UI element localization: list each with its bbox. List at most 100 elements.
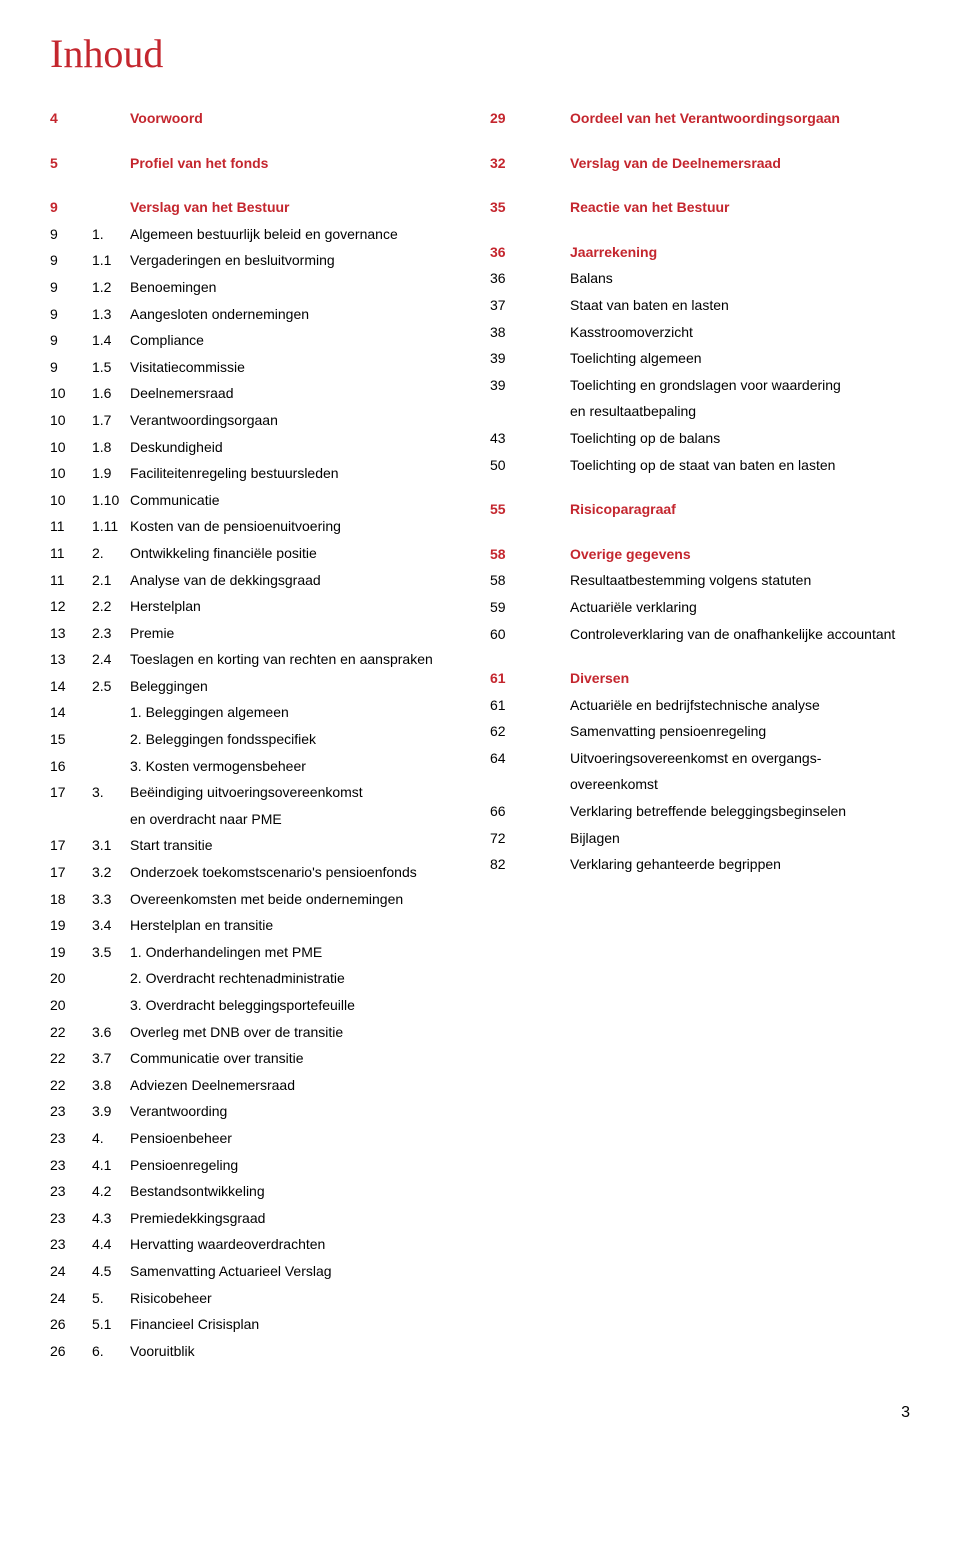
toc-row: 163. Kosten vermogensbeheer	[50, 753, 470, 780]
toc-row: 101.7Verantwoordingsorgaan	[50, 407, 470, 434]
toc-row: 101.8Deskundigheid	[50, 434, 470, 461]
toc-spacer	[490, 523, 910, 541]
toc-label: Risicobeheer	[130, 1285, 470, 1312]
toc-row: 223.7Communicatie over transitie	[50, 1045, 470, 1072]
toc-number: 1.1	[92, 247, 130, 274]
toc-label: Compliance	[130, 327, 470, 354]
toc-label: Faciliteitenregeling bestuursleden	[130, 460, 470, 487]
toc-label: 1. Beleggingen algemeen	[130, 699, 470, 726]
toc-page: 15	[50, 726, 92, 753]
toc-row: 202. Overdracht rechtenadministratie	[50, 965, 470, 992]
toc-label: Profiel van het fonds	[130, 150, 470, 177]
toc-number: 1.4	[92, 327, 130, 354]
toc-number: 3.4	[92, 912, 130, 939]
toc-row: 29Oordeel van het Verantwoordingsorgaan	[490, 105, 910, 132]
toc-label: Aangesloten ondernemingen	[130, 301, 470, 328]
toc-page: 61	[490, 692, 532, 719]
toc-row: 36 Jaarrekening	[490, 239, 910, 266]
toc-label: Beleggingen	[130, 673, 470, 700]
toc-page: 36	[490, 239, 532, 266]
toc-page: 18	[50, 886, 92, 913]
toc-label: Diversen	[570, 665, 910, 692]
toc-page: 23	[50, 1178, 92, 1205]
toc-page: 64	[490, 745, 532, 772]
toc-label: 3. Overdracht beleggingsportefeuille	[130, 992, 470, 1019]
toc-row: 173.1Start transitie	[50, 832, 470, 859]
toc-page: 29	[490, 105, 532, 132]
toc-row: 50Toelichting op de staat van baten en l…	[490, 452, 910, 479]
toc-row: 266.Vooruitblik	[50, 1338, 470, 1365]
toc-label: Deelnemersraad	[130, 380, 470, 407]
toc-label: Actuariële verklaring	[570, 594, 910, 621]
toc-row: 265.1Financieel Crisisplan	[50, 1311, 470, 1338]
toc-row: 142.5Beleggingen	[50, 673, 470, 700]
toc-row: 193.4Herstelplan en transitie	[50, 912, 470, 939]
toc-label: Algemeen bestuurlijk beleid en governanc…	[130, 221, 470, 248]
toc-row: 91.3Aangesloten ondernemingen	[50, 301, 470, 328]
toc-row: 62Samenvatting pensioenregeling	[490, 718, 910, 745]
toc-row: 183.3Overeenkomsten met beide ondernemin…	[50, 886, 470, 913]
toc-spacer	[490, 132, 910, 150]
toc-label: Herstelplan	[130, 593, 470, 620]
toc-label: overeenkomst	[570, 771, 910, 798]
toc-number: 3.6	[92, 1019, 130, 1046]
toc-label: 2. Beleggingen fondsspecifiek	[130, 726, 470, 753]
toc-label: Verklaring betreffende beleggingsbeginse…	[570, 798, 910, 825]
toc-label: 3. Kosten vermogensbeheer	[130, 753, 470, 780]
toc-page: 12	[50, 593, 92, 620]
toc-number: 4.1	[92, 1152, 130, 1179]
toc-row: 173.Beëindiging uitvoeringsovereenkomst	[50, 779, 470, 806]
toc-page: 36	[490, 265, 532, 292]
toc-row: 91.1Vergaderingen en besluitvorming	[50, 247, 470, 274]
toc-number: 3.8	[92, 1072, 130, 1099]
toc-number: 1.6	[92, 380, 130, 407]
toc-label: Adviezen Deelnemersraad	[130, 1072, 470, 1099]
toc-row: 72Bijlagen	[490, 825, 910, 852]
toc-number: 2.3	[92, 620, 130, 647]
toc-row: 193.51. Onderhandelingen met PME	[50, 939, 470, 966]
toc-page: 32	[490, 150, 532, 177]
toc-label: Risicoparagraaf	[570, 496, 910, 523]
toc-label: 2. Overdracht rechtenadministratie	[130, 965, 470, 992]
toc-row: 234.3Premiedekkingsgraad	[50, 1205, 470, 1232]
page-title: Inhoud	[50, 30, 910, 77]
toc-spacer	[50, 132, 470, 150]
toc-spacer	[490, 221, 910, 239]
toc-row: 91.2Benoemingen	[50, 274, 470, 301]
toc-page: 10	[50, 487, 92, 514]
toc-label: Samenvatting Actuarieel Verslag	[130, 1258, 470, 1285]
toc-row: 59Actuariële verklaring	[490, 594, 910, 621]
toc-row: 4Voorwoord	[50, 105, 470, 132]
toc-label: Overige gegevens	[570, 541, 910, 568]
toc-page: 10	[50, 407, 92, 434]
toc-page: 9	[50, 274, 92, 301]
toc-page: 17	[50, 859, 92, 886]
toc-page: 62	[490, 718, 532, 745]
toc-row: 244.5Samenvatting Actuarieel Verslag	[50, 1258, 470, 1285]
toc-page: 23	[50, 1125, 92, 1152]
toc-label: Jaarrekening	[570, 239, 910, 266]
toc-label: Actuariële en bedrijfstechnische analyse	[570, 692, 910, 719]
toc-row: 101.9Faciliteitenregeling bestuursleden	[50, 460, 470, 487]
toc-label: Analyse van de dekkingsgraad	[130, 567, 470, 594]
toc-page: 11	[50, 513, 92, 540]
toc-label: Overleg met DNB over de transitie	[130, 1019, 470, 1046]
toc-page: 58	[490, 541, 532, 568]
toc-row: 203. Overdracht beleggingsportefeuille	[50, 992, 470, 1019]
toc-row: 39Toelichting algemeen	[490, 345, 910, 372]
toc-page: 22	[50, 1072, 92, 1099]
toc-row: 245.Risicobeheer	[50, 1285, 470, 1312]
toc-row: 39Toelichting en grondslagen voor waarde…	[490, 372, 910, 399]
toc-page: 23	[50, 1231, 92, 1258]
toc-right-column: 29Oordeel van het Verantwoordingsorgaan 3…	[490, 105, 910, 1364]
toc-number: 6.	[92, 1338, 130, 1365]
toc-label: Onderzoek toekomstscenario's pensioenfon…	[130, 859, 470, 886]
toc-row: 234.4Hervatting waardeoverdrachten	[50, 1231, 470, 1258]
toc-label: Ontwikkeling financiële positie	[130, 540, 470, 567]
toc-label: Verantwoordingsorgaan	[130, 407, 470, 434]
toc-label: Staat van baten en lasten	[570, 292, 910, 319]
toc-spacer	[50, 176, 470, 194]
toc-page: 19	[50, 939, 92, 966]
toc-row: 223.8Adviezen Deelnemersraad	[50, 1072, 470, 1099]
toc-number: 2.2	[92, 593, 130, 620]
